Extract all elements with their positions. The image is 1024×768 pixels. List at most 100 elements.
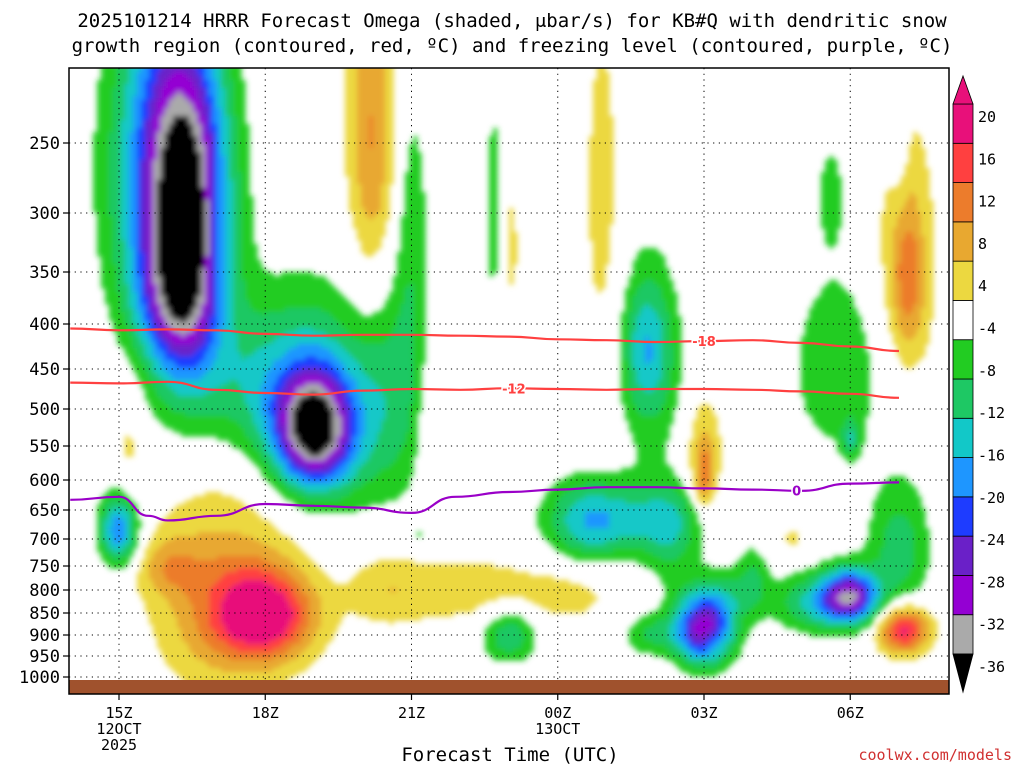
omega-cell bbox=[181, 72, 186, 77]
omega-cell bbox=[929, 284, 934, 289]
omega-cell bbox=[125, 96, 130, 101]
omega-cell bbox=[493, 264, 498, 269]
omega-cell bbox=[821, 304, 826, 309]
omega-cell bbox=[925, 312, 930, 317]
omega-cell bbox=[893, 288, 898, 293]
omega-cell bbox=[161, 312, 166, 317]
omega-cell bbox=[629, 304, 634, 309]
omega-cell bbox=[109, 148, 114, 153]
omega-cell bbox=[121, 92, 126, 97]
omega-cell bbox=[593, 220, 598, 225]
omega-cell bbox=[229, 284, 234, 289]
omega-cell bbox=[593, 188, 598, 193]
omega-cell bbox=[281, 324, 286, 329]
omega-cell bbox=[153, 84, 158, 89]
omega-cell bbox=[225, 268, 230, 273]
omega-cell bbox=[101, 104, 106, 109]
omega-cell bbox=[597, 184, 602, 189]
omega-cell bbox=[397, 260, 402, 265]
omega-cell bbox=[389, 180, 394, 185]
omega-cell bbox=[133, 212, 138, 217]
omega-cell bbox=[393, 312, 398, 317]
omega-cell bbox=[601, 76, 606, 81]
omega-cell bbox=[245, 240, 250, 245]
omega-cell bbox=[653, 324, 658, 329]
omega-cell bbox=[221, 240, 226, 245]
omega-cell bbox=[649, 268, 654, 273]
omega-cell bbox=[649, 296, 654, 301]
omega-cell bbox=[353, 120, 358, 125]
omega-cell bbox=[213, 92, 218, 97]
omega-cell bbox=[169, 252, 174, 257]
omega-cell bbox=[209, 116, 214, 121]
omega-cell bbox=[249, 312, 254, 317]
omega-cell bbox=[657, 308, 662, 313]
omega-cell bbox=[365, 168, 370, 173]
omega-cell bbox=[185, 192, 190, 197]
omega-cell bbox=[817, 320, 822, 325]
omega-cell bbox=[381, 180, 386, 185]
omega-cell bbox=[209, 300, 214, 305]
omega-cell bbox=[121, 168, 126, 173]
omega-cell bbox=[205, 100, 210, 105]
omega-cell bbox=[129, 84, 134, 89]
omega-cell bbox=[637, 264, 642, 269]
omega-cell bbox=[125, 184, 130, 189]
omega-cell bbox=[225, 72, 230, 77]
omega-cell bbox=[181, 156, 186, 161]
omega-cell bbox=[97, 228, 102, 233]
omega-cell bbox=[365, 212, 370, 217]
omega-cell bbox=[845, 324, 850, 329]
omega-cell bbox=[233, 224, 238, 229]
omega-cell bbox=[417, 276, 422, 281]
omega-cell bbox=[145, 296, 150, 301]
omega-cell bbox=[185, 112, 190, 117]
omega-cell bbox=[157, 284, 162, 289]
omega-cell bbox=[677, 320, 682, 325]
omega-cell bbox=[381, 68, 386, 73]
omega-cell bbox=[641, 264, 646, 269]
omega-cell bbox=[913, 172, 918, 177]
omega-cell bbox=[241, 220, 246, 225]
omega-cell bbox=[193, 276, 198, 281]
omega-cell bbox=[189, 292, 194, 297]
omega-cell bbox=[213, 232, 218, 237]
omega-cell bbox=[833, 176, 838, 181]
omega-cell bbox=[897, 308, 902, 313]
omega-cell bbox=[405, 180, 410, 185]
omega-cell bbox=[169, 260, 174, 265]
omega-cell bbox=[221, 136, 226, 141]
omega-cell bbox=[157, 236, 162, 241]
omega-cell bbox=[389, 80, 394, 85]
omega-cell bbox=[193, 96, 198, 101]
omega-cell bbox=[637, 316, 642, 321]
omega-cell bbox=[329, 324, 334, 329]
omega-cell bbox=[377, 188, 382, 193]
omega-cell bbox=[413, 248, 418, 253]
omega-cell bbox=[221, 220, 226, 225]
omega-cell bbox=[333, 308, 338, 313]
omega-cell bbox=[909, 148, 914, 153]
omega-cell bbox=[141, 324, 146, 329]
omega-cell bbox=[133, 88, 138, 93]
omega-cell bbox=[381, 224, 386, 229]
omega-cell bbox=[193, 108, 198, 113]
omega-cell bbox=[145, 104, 150, 109]
omega-cell bbox=[189, 120, 194, 125]
omega-cell bbox=[149, 240, 154, 245]
omega-cell bbox=[209, 244, 214, 249]
omega-cell bbox=[213, 148, 218, 153]
omega-cell bbox=[197, 292, 202, 297]
omega-cell bbox=[381, 212, 386, 217]
omega-cell bbox=[189, 280, 194, 285]
omega-cell bbox=[413, 140, 418, 145]
omega-cell bbox=[297, 304, 302, 309]
omega-cell bbox=[189, 192, 194, 197]
omega-cell bbox=[237, 272, 242, 277]
omega-cell bbox=[209, 220, 214, 225]
omega-cell bbox=[169, 312, 174, 317]
omega-cell bbox=[489, 260, 494, 265]
omega-cell bbox=[913, 216, 918, 221]
omega-cell bbox=[173, 68, 178, 73]
omega-cell bbox=[157, 104, 162, 109]
